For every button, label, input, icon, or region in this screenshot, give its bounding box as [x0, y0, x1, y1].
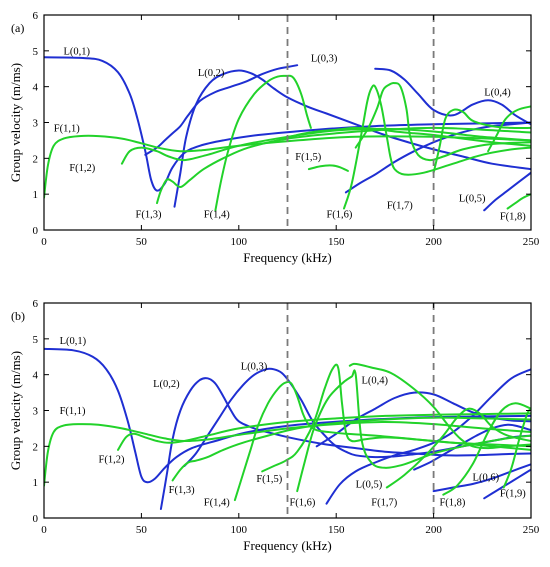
mode-label: F(1,8) — [500, 211, 526, 222]
mode-label: F(1,7) — [387, 201, 413, 212]
x-tick-label: 150 — [328, 236, 345, 248]
y-tick-label: 5 — [33, 46, 39, 58]
x-tick-label: 50 — [136, 236, 148, 248]
y-tick-label: 6 — [33, 298, 39, 310]
mode-label: L(0,1) — [60, 336, 87, 347]
flexural-mode-curve — [44, 421, 531, 487]
mode-label: F(1,9) — [500, 489, 526, 500]
flexural-mode-curve — [44, 134, 531, 199]
y-tick-label: 1 — [33, 189, 39, 201]
series-group — [44, 347, 531, 510]
panel-tag: (b) — [11, 309, 25, 323]
panel-tag: (a) — [11, 21, 24, 35]
mode-label: F(1,5) — [295, 152, 321, 163]
y-tick-label: 6 — [33, 10, 39, 22]
flexural-mode-curve — [261, 363, 531, 473]
mode-label: F(1,2) — [99, 454, 125, 465]
flexural-mode-curve — [354, 82, 531, 162]
mode-label: F(1,8) — [439, 497, 465, 508]
mode-label: F(1,6) — [289, 497, 315, 508]
panel-a: 0 50 100 150 200 250 0 1 2 3 4 5 6 Frequency (kHz) Gro… — [8, 10, 540, 265]
y-tick-label: 0 — [33, 225, 39, 237]
x-tick-label: 200 — [425, 236, 442, 248]
flexural-mode-curve — [117, 412, 531, 451]
flexural-mode-curve — [506, 193, 531, 210]
y-tick-label: 3 — [33, 406, 39, 418]
y-axis-title: Group velocity (m/ms) — [8, 351, 23, 470]
mode-label: L(0,5) — [459, 193, 486, 204]
x-tick-label: 100 — [231, 524, 248, 536]
mode-label: F(1,1) — [60, 406, 86, 417]
mode-label: L(0,6) — [473, 472, 500, 483]
x-tick-label: 200 — [425, 524, 442, 536]
y-tick-label: 3 — [33, 118, 39, 130]
mode-label: F(1,7) — [371, 497, 397, 508]
y-tick-label: 4 — [33, 82, 39, 94]
flexural-mode-curve — [432, 108, 531, 174]
mode-label: F(1,3) — [169, 485, 195, 496]
flexural-mode-curve — [307, 164, 349, 172]
x-tick-label: 100 — [231, 236, 248, 248]
longitudinal-mode-curve — [44, 56, 531, 192]
longitudinal-mode-curve — [344, 121, 531, 194]
mode-label: F(1,1) — [54, 123, 80, 134]
longitudinal-mode-curve — [173, 69, 531, 208]
mode-label: L(0,4) — [362, 376, 389, 387]
mode-label: L(0,2) — [198, 68, 225, 79]
x-tick-label: 250 — [523, 524, 540, 536]
flexural-mode-curve — [348, 362, 531, 450]
x-axis-title: Frequency (kHz) — [243, 250, 331, 265]
flexural-mode-curve — [343, 84, 531, 210]
longitudinal-mode-curve — [483, 468, 531, 500]
mode-label: L(0,1) — [63, 46, 90, 57]
mode-label: F(1,5) — [256, 474, 282, 485]
longitudinal-mode-curve — [325, 368, 531, 505]
flexural-mode-curve — [214, 74, 312, 212]
y-tick-label: 2 — [33, 441, 39, 453]
longitudinal-mode-curve — [374, 67, 531, 126]
series-group — [44, 56, 531, 212]
mode-label: L(0,3) — [241, 361, 268, 372]
mode-label: L(0,3) — [311, 54, 338, 65]
x-tick-label: 50 — [136, 524, 148, 536]
mode-label: L(0,5) — [356, 480, 383, 491]
mode-label: F(1,2) — [69, 163, 95, 174]
y-tick-label: 2 — [33, 153, 39, 165]
mode-label: F(1,4) — [204, 497, 230, 508]
y-tick-label: 1 — [33, 477, 39, 489]
flexural-mode-curve — [442, 402, 531, 496]
flexural-mode-curve — [120, 127, 531, 165]
panel-b: 0 50 100 150 200 250 0 1 2 3 4 5 6 Frequency (kHz) Gro… — [8, 298, 540, 553]
x-tick-label: 0 — [41, 524, 47, 536]
x-tick-label: 250 — [523, 236, 540, 248]
longitudinal-mode-curve — [144, 64, 299, 156]
y-tick-label: 5 — [33, 334, 39, 346]
y-axis-title: Group velocity (m/ms) — [8, 63, 23, 182]
flexural-mode-curve — [156, 126, 531, 205]
longitudinal-mode-curve — [432, 463, 531, 493]
x-tick-label: 150 — [328, 524, 345, 536]
flexural-mode-curve — [487, 105, 531, 153]
mode-label: F(1,6) — [326, 209, 352, 220]
flexural-mode-curve — [296, 369, 531, 493]
longitudinal-mode-curve — [483, 171, 531, 212]
mode-label: L(0,2) — [153, 379, 180, 390]
mode-label: F(1,4) — [204, 209, 230, 220]
x-tick-label: 0 — [41, 236, 47, 248]
mode-label: L(0,4) — [484, 88, 511, 99]
y-tick-label: 4 — [33, 370, 39, 382]
x-axis-title: Frequency (kHz) — [243, 538, 331, 553]
flexural-mode-curve — [385, 407, 531, 489]
y-tick-label: 0 — [33, 513, 39, 525]
flexural-mode-curve — [171, 416, 531, 482]
mode-label: F(1,3) — [136, 209, 162, 220]
